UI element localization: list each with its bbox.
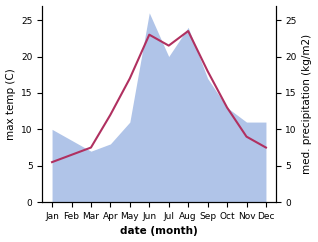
X-axis label: date (month): date (month) — [120, 227, 198, 236]
Y-axis label: max temp (C): max temp (C) — [5, 68, 16, 140]
Y-axis label: med. precipitation (kg/m2): med. precipitation (kg/m2) — [302, 34, 313, 174]
